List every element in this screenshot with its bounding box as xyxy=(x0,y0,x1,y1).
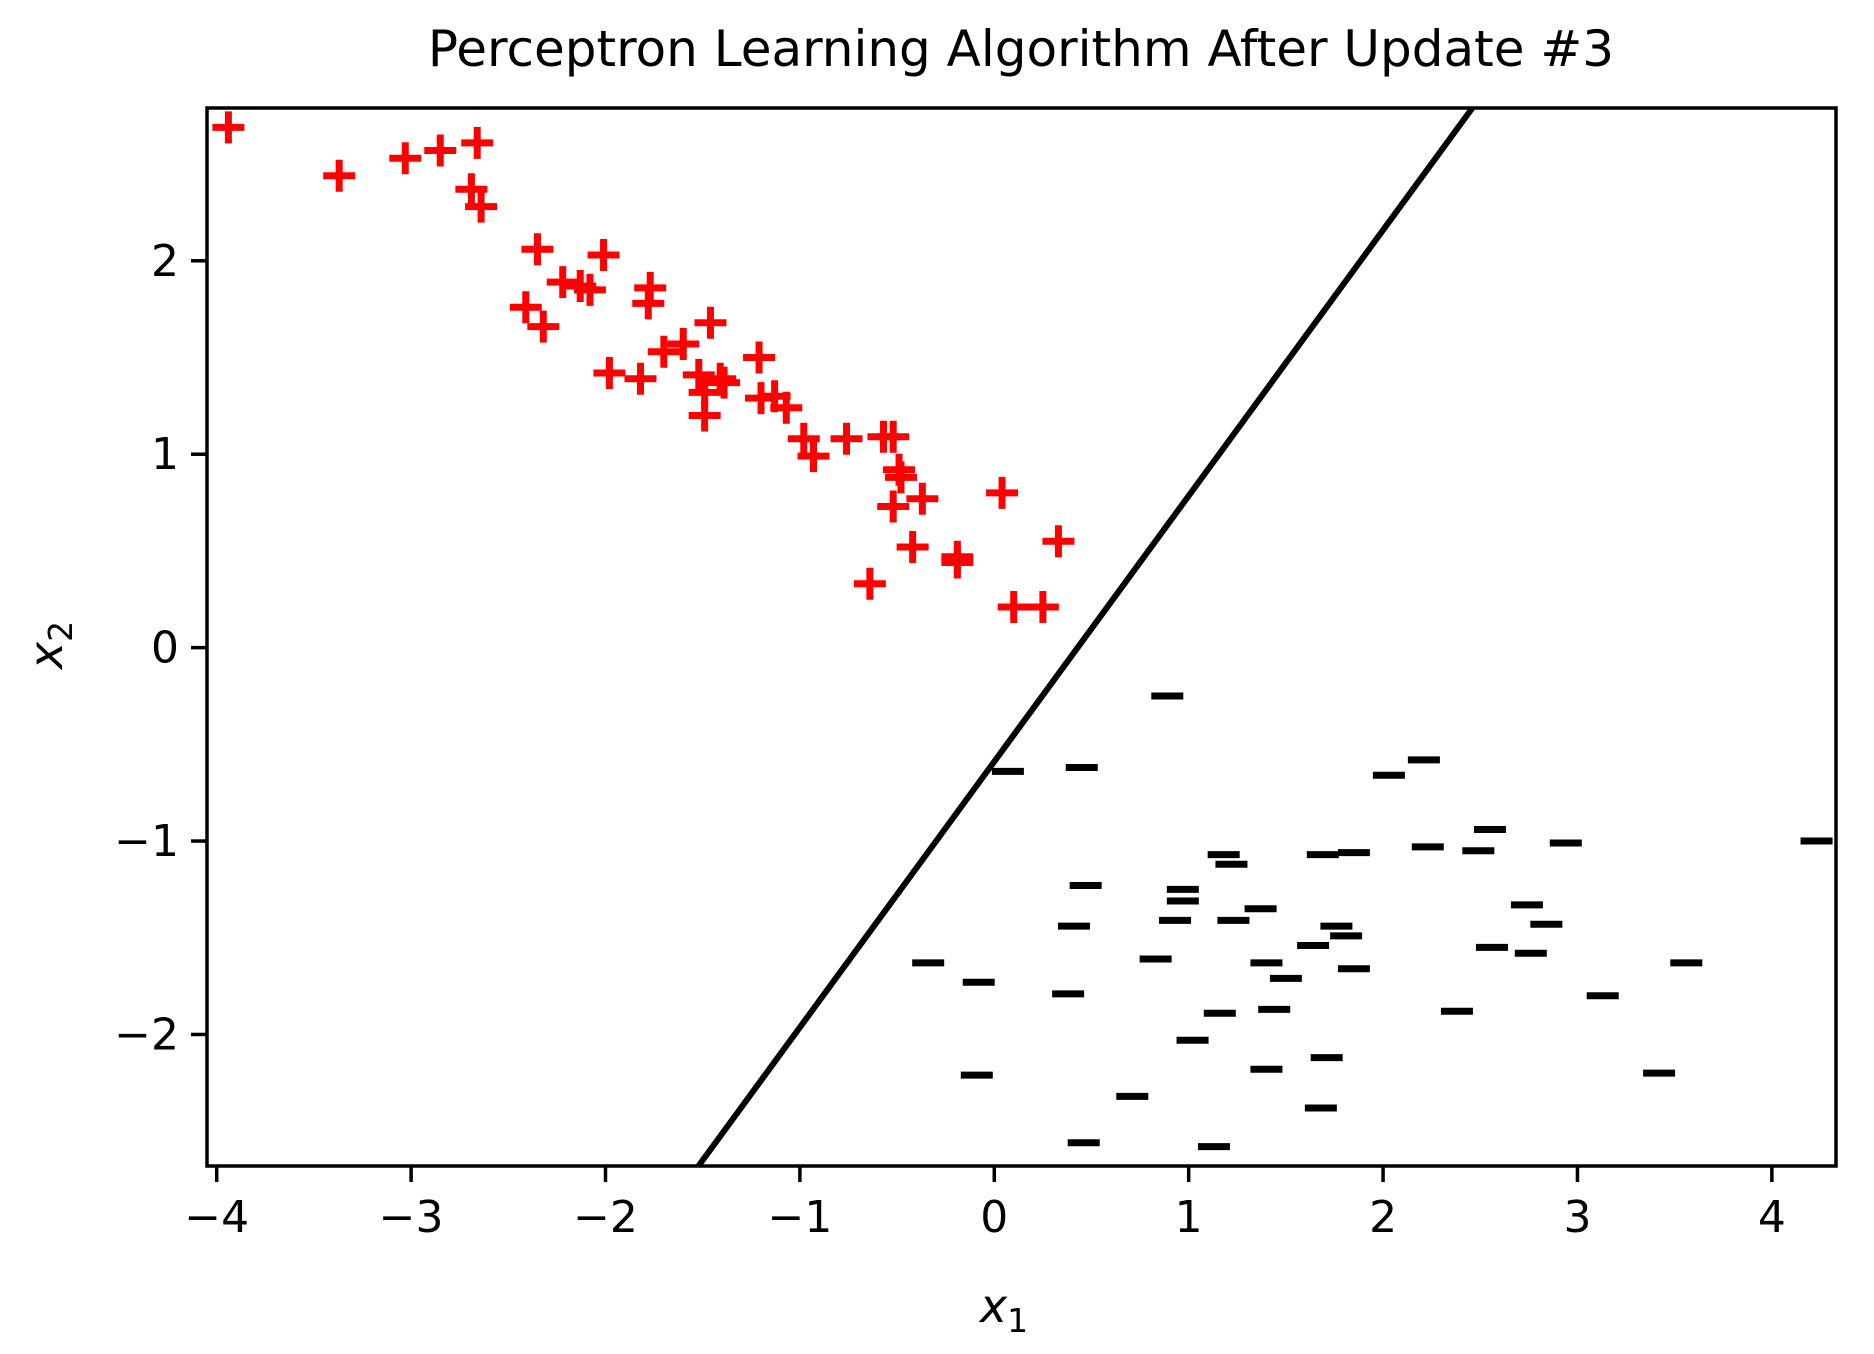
plus-marker xyxy=(830,422,863,455)
x-axis-label-subscript: 1 xyxy=(1007,1301,1028,1340)
plus-marker xyxy=(573,273,606,306)
plus-marker xyxy=(1026,591,1059,624)
plus-marker xyxy=(853,567,886,600)
axes-spines-layer xyxy=(205,106,1838,1168)
x-axis-label-base: x xyxy=(978,1279,1008,1333)
y-tick-label: 0 xyxy=(151,623,179,674)
plus-marker xyxy=(389,142,422,175)
x-tick-label: 4 xyxy=(1758,1192,1786,1243)
plus-marker xyxy=(323,159,356,192)
plus-marker xyxy=(1042,525,1075,558)
plus-marker xyxy=(877,420,910,453)
x-tick-label: 3 xyxy=(1563,1192,1591,1243)
plus-marker xyxy=(509,291,542,324)
x-tick-label: −3 xyxy=(379,1192,444,1243)
plus-marker xyxy=(593,356,626,389)
plus-marker xyxy=(688,399,721,432)
plus-marker xyxy=(743,341,776,374)
plus-marker xyxy=(546,266,579,299)
plus-marker xyxy=(797,440,830,473)
plus-marker xyxy=(465,190,498,223)
plus-marker xyxy=(632,287,665,320)
x-tick-label: 1 xyxy=(1175,1192,1203,1243)
plus-marker xyxy=(884,461,917,494)
series-negative xyxy=(912,692,1833,1151)
x-axis-label: x1 xyxy=(978,1279,1028,1340)
plus-marker xyxy=(877,490,910,523)
plus-marker xyxy=(424,134,457,167)
decision-boundary-line xyxy=(696,106,1475,1168)
plus-marker xyxy=(787,422,820,455)
plus-marker xyxy=(624,362,657,395)
x-tick-label: 0 xyxy=(980,1192,1008,1243)
plus-marker xyxy=(667,327,700,360)
plus-marker xyxy=(527,310,560,343)
plus-marker xyxy=(997,591,1030,624)
plus-marker xyxy=(587,238,620,271)
plus-marker xyxy=(708,366,741,399)
x-tick-label: −2 xyxy=(573,1192,638,1243)
plus-marker xyxy=(682,358,715,391)
axes-ticks-layer xyxy=(191,259,1774,1182)
y-tick-label: −2 xyxy=(114,1009,179,1060)
axes-tick-labels-layer: −4 −3 −2 −1 0 1 2 3 4 −2 −1 0 1 2 xyxy=(114,236,1786,1243)
plot-border xyxy=(205,106,1838,1168)
x-tick-label: −1 xyxy=(767,1192,832,1243)
plus-marker xyxy=(986,476,1019,509)
y-tick-label: 2 xyxy=(151,236,179,287)
plus-marker xyxy=(770,391,803,424)
plus-marker xyxy=(212,111,245,144)
plus-marker xyxy=(521,233,554,266)
chart-title: Perceptron Learning Algorithm After Upda… xyxy=(428,20,1614,78)
series-positive xyxy=(212,111,1075,624)
plus-marker xyxy=(896,531,929,564)
plus-marker xyxy=(694,306,727,339)
x-tick-label: 2 xyxy=(1369,1192,1397,1243)
plus-marker xyxy=(461,126,494,159)
scatter-markers-layer xyxy=(212,111,1833,1151)
plus-marker xyxy=(906,482,939,515)
y-tick-label: 1 xyxy=(151,429,179,480)
y-axis-label-base: x xyxy=(19,641,73,671)
y-axis-label-subscript: 2 xyxy=(41,621,80,642)
plus-marker xyxy=(647,335,680,368)
y-axis-label: x2 xyxy=(19,621,80,671)
y-tick-label: −1 xyxy=(114,816,179,867)
plus-marker xyxy=(941,546,974,579)
decision-boundary-layer xyxy=(696,106,1475,1168)
x-tick-label: −4 xyxy=(184,1192,249,1243)
plus-marker xyxy=(455,173,488,206)
